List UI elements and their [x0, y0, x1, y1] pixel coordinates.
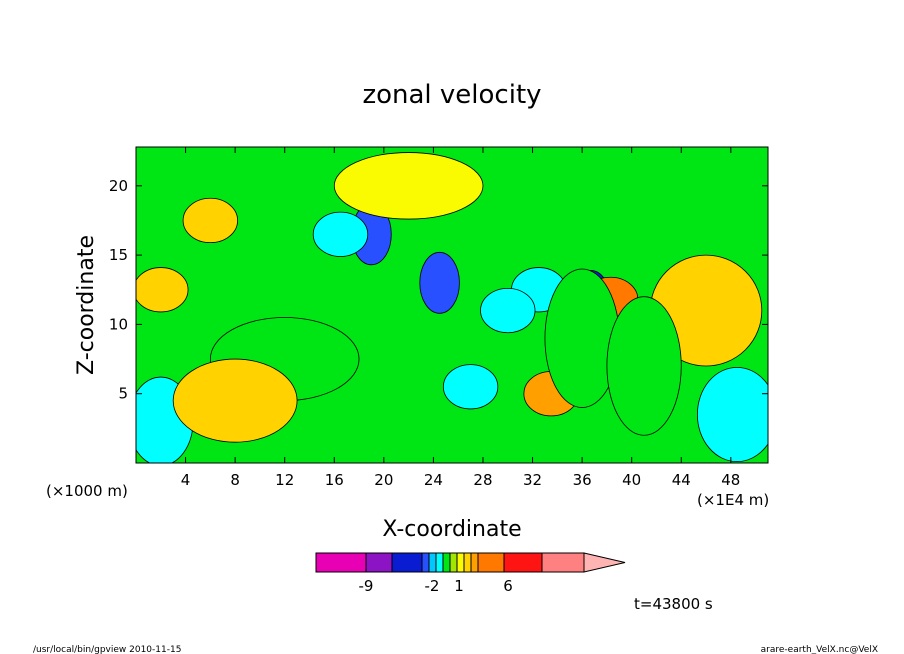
field-region	[182, 197, 239, 244]
x-tick-label: 8	[230, 471, 240, 489]
y-tick-label: 20	[109, 177, 128, 195]
x-tick-label: 4	[181, 471, 191, 489]
colorbar-swatch	[477, 552, 505, 573]
field-region	[480, 287, 536, 334]
colorbar-swatch	[365, 552, 393, 573]
x-tick-label: 32	[523, 471, 542, 489]
colorbar-tick-label: 6	[503, 577, 513, 595]
colorbar-swatch	[449, 552, 458, 573]
x-unit-label: (×1E4 m)	[697, 491, 769, 509]
x-axis-title: X-coordinate	[382, 517, 521, 542]
y-unit-label: (×1000 m)	[46, 482, 128, 500]
colorbar-swatch	[391, 552, 423, 573]
colorbar-extension	[583, 552, 626, 573]
x-tick-label: 44	[672, 471, 691, 489]
colorbar-swatch	[470, 552, 479, 573]
field-region	[606, 296, 682, 436]
footer-left: /usr/local/bin/gpview 2010-11-15	[33, 645, 181, 654]
field-region	[136, 267, 189, 313]
time-label: t=43800 s	[634, 595, 713, 613]
field-region	[333, 152, 484, 220]
colorbar-swatch	[428, 552, 437, 573]
x-tick-label: 40	[622, 471, 641, 489]
field-region	[172, 358, 298, 443]
colorbar-swatch	[442, 552, 451, 573]
colorbar-tick-label: -2	[425, 577, 440, 595]
colorbar-tick-label: -9	[359, 577, 374, 595]
x-tick-label: 28	[473, 471, 492, 489]
field-region	[312, 211, 369, 257]
colorbar-swatch	[435, 552, 444, 573]
y-tick-label: 5	[118, 385, 128, 403]
colorbar: -9 -2 1 6	[315, 552, 626, 595]
chart-title: zonal velocity	[362, 80, 541, 110]
x-tick-label: 36	[573, 471, 592, 489]
field-region	[696, 366, 768, 462]
y-axis-title: Z-coordinate	[74, 235, 99, 375]
field-region	[442, 364, 499, 410]
y-tick-label: 15	[109, 246, 128, 264]
colorbar-swatch	[463, 552, 472, 573]
colorbar-swatch	[541, 552, 585, 573]
y-axis: 5 10 15 20	[109, 177, 768, 403]
colorbar-swatch	[421, 552, 430, 573]
colorbar-swatch	[456, 552, 465, 573]
x-axis: 4 8 12 16 20 24 28 32 36 40 44 48	[181, 147, 740, 489]
x-tick-label: 16	[325, 471, 344, 489]
x-tick-label: 24	[424, 471, 443, 489]
contour-field	[136, 152, 768, 463]
footer-right: arare-earth_VelX.nc@VelX	[761, 645, 878, 654]
colorbar-swatch	[503, 552, 543, 573]
colorbar-tick-label: 1	[454, 577, 464, 595]
colorbar-swatch	[315, 552, 367, 573]
x-tick-label: 20	[374, 471, 393, 489]
x-tick-label: 12	[275, 471, 294, 489]
field-region	[419, 251, 460, 314]
plot-frame	[135, 146, 769, 464]
y-tick-label: 10	[109, 315, 128, 333]
x-tick-label: 48	[721, 471, 740, 489]
